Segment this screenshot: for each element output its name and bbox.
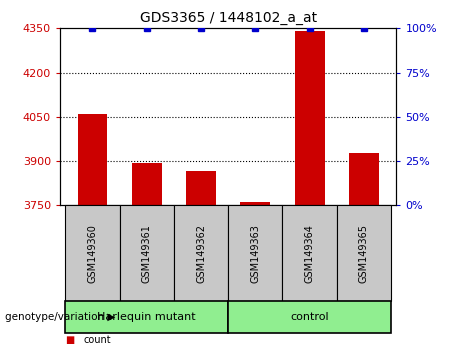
Bar bbox=[295, 31, 325, 205]
Text: GSM149360: GSM149360 bbox=[88, 224, 97, 282]
Bar bbox=[349, 153, 379, 205]
Bar bbox=[132, 163, 162, 205]
Bar bbox=[186, 171, 216, 205]
Text: GSM149362: GSM149362 bbox=[196, 224, 206, 282]
Text: genotype/variation ▶: genotype/variation ▶ bbox=[5, 312, 115, 322]
Bar bbox=[77, 114, 107, 205]
Title: GDS3365 / 1448102_a_at: GDS3365 / 1448102_a_at bbox=[140, 11, 317, 24]
Bar bbox=[240, 202, 270, 205]
Text: Harlequin mutant: Harlequin mutant bbox=[97, 312, 196, 322]
Text: count: count bbox=[84, 335, 112, 345]
Text: GSM149363: GSM149363 bbox=[250, 224, 260, 282]
Text: GSM149364: GSM149364 bbox=[305, 224, 314, 282]
Text: control: control bbox=[290, 312, 329, 322]
Text: ■: ■ bbox=[65, 335, 75, 345]
Text: GSM149365: GSM149365 bbox=[359, 224, 369, 282]
Text: GSM149361: GSM149361 bbox=[142, 224, 152, 282]
